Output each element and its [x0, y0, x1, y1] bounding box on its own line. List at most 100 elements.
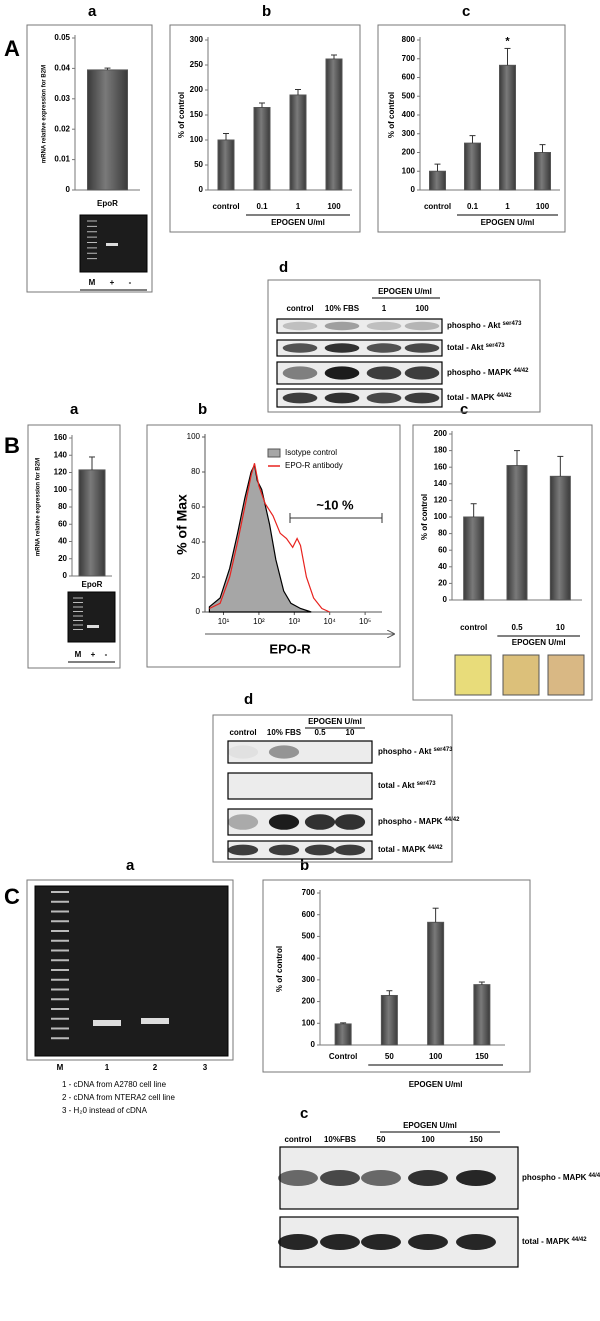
legend-label: EPO-R antibody — [285, 461, 343, 470]
blot-band — [282, 321, 318, 331]
annotation: * — [505, 35, 510, 47]
y-tick-label: 300 — [190, 35, 204, 44]
y-tick-label: 200 — [302, 997, 316, 1006]
row-label: phospho - Akt ser473 — [447, 321, 522, 331]
y-tick-label: 250 — [190, 60, 204, 69]
y-tick-label: 20 — [438, 579, 447, 588]
section-label: C — [4, 884, 20, 909]
gel-legend: 1 - cDNA from A2780 cell line — [62, 1080, 167, 1089]
error-bar — [340, 1022, 347, 1024]
y-tick-label: 600 — [302, 910, 316, 919]
blot — [276, 388, 443, 408]
error-bar — [89, 456, 95, 470]
bar — [253, 107, 271, 191]
group-label: EPOGEN U/ml — [378, 287, 432, 296]
bar — [427, 921, 445, 1046]
panel-label: d — [279, 259, 288, 276]
y-tick-label: 120 — [434, 496, 448, 505]
x-tick-label: 100 — [327, 202, 341, 211]
cell-image — [547, 654, 585, 696]
blot-band — [282, 366, 318, 380]
error-bar — [295, 89, 301, 95]
blot-band — [304, 844, 336, 856]
group-label: EPOGEN U/ml — [271, 218, 325, 227]
lane-label: 1 — [382, 304, 387, 313]
blot-band — [408, 1170, 448, 1186]
y-tick-label: 200 — [402, 148, 416, 157]
blot-band — [324, 366, 360, 380]
row-sup: 44/42 — [428, 845, 444, 851]
blot-band — [334, 844, 366, 856]
blot-band — [456, 1234, 496, 1250]
x-tick-label: 1 — [296, 202, 301, 211]
group-label: EPOGEN U/ml — [308, 717, 362, 726]
blot-band — [320, 1170, 360, 1186]
blot-band — [304, 814, 336, 830]
x-tick-label: EpoR — [82, 580, 103, 589]
row-label: phospho - Akt ser473 — [378, 747, 453, 757]
y-tick-label: 150 — [190, 110, 204, 119]
bar — [534, 152, 551, 191]
bar — [429, 170, 446, 191]
group-label: EPOGEN U/ml — [403, 1121, 457, 1130]
gel-band — [87, 625, 99, 628]
cell-image — [454, 654, 492, 696]
y-tick-label: 100 — [302, 1018, 316, 1027]
x-tick-label: 150 — [475, 1052, 489, 1061]
y-tick-label: 700 — [302, 888, 316, 897]
y-tick-label: 0 — [63, 571, 68, 580]
gel-legend: 2 - cDNA from NTERA2 cell line — [62, 1093, 175, 1102]
panel-frame — [27, 424, 121, 669]
panel-frame — [26, 24, 153, 293]
y-tick-label: 0.05 — [54, 33, 70, 42]
lane-label: control — [286, 304, 313, 313]
y-tick-label: 20 — [191, 572, 200, 581]
y-tick-label: 700 — [402, 54, 416, 63]
x-tick-label: EpoR — [97, 199, 118, 208]
y-tick-label: 120 — [54, 468, 68, 477]
y-tick-label: 100 — [54, 485, 68, 494]
panel-label: c — [300, 1105, 308, 1122]
panel-label: b — [198, 401, 207, 418]
error-bar — [432, 907, 439, 923]
x-tick-label: 10⁵ — [359, 617, 371, 626]
y-tick-label: 180 — [434, 446, 448, 455]
row-sup: ser473 — [417, 781, 437, 787]
y-tick-label: 80 — [191, 467, 200, 476]
group-label: EPOGEN U/ml — [512, 638, 566, 647]
annotation: ~10 % — [316, 497, 354, 512]
x-tick-label: 0.1 — [256, 202, 268, 211]
row-sup: 44/42 — [588, 1173, 600, 1179]
panel-frame — [146, 424, 401, 668]
error-bar — [514, 450, 520, 466]
y-tick-label: 80 — [438, 529, 447, 538]
row-label: total - Akt ser473 — [378, 781, 436, 791]
y-tick-label: 0 — [443, 595, 448, 604]
x-tick-label: 10 — [556, 623, 565, 632]
section-label: B — [4, 433, 20, 458]
blot-band — [227, 745, 259, 759]
y-tick-label: 300 — [302, 975, 316, 984]
blot — [227, 740, 373, 764]
y-tick-label: 100 — [434, 512, 448, 521]
lane-label: 10% FBS — [325, 304, 360, 313]
gel-legend: 3 - H₂0 instead of cDNA — [62, 1106, 148, 1115]
group-label: EPOGEN U/ml — [409, 1080, 463, 1089]
bar — [217, 139, 235, 191]
x-tick-label: 1 — [505, 202, 510, 211]
y-tick-label: 0.02 — [54, 124, 70, 133]
lane-label: 3 — [203, 1063, 208, 1072]
error-bar — [259, 102, 265, 108]
bar — [334, 1023, 352, 1046]
row-name: total - MAPK — [447, 393, 495, 402]
y-tick-label: 40 — [58, 537, 67, 546]
y-tick-label: 20 — [58, 554, 67, 563]
cell-image — [502, 654, 540, 696]
row-name: total - MAPK — [522, 1237, 570, 1246]
gel — [67, 591, 116, 643]
error-bar — [504, 47, 511, 66]
histogram — [208, 463, 312, 613]
row-name: total - MAPK — [378, 845, 426, 854]
blot-band — [404, 392, 440, 404]
